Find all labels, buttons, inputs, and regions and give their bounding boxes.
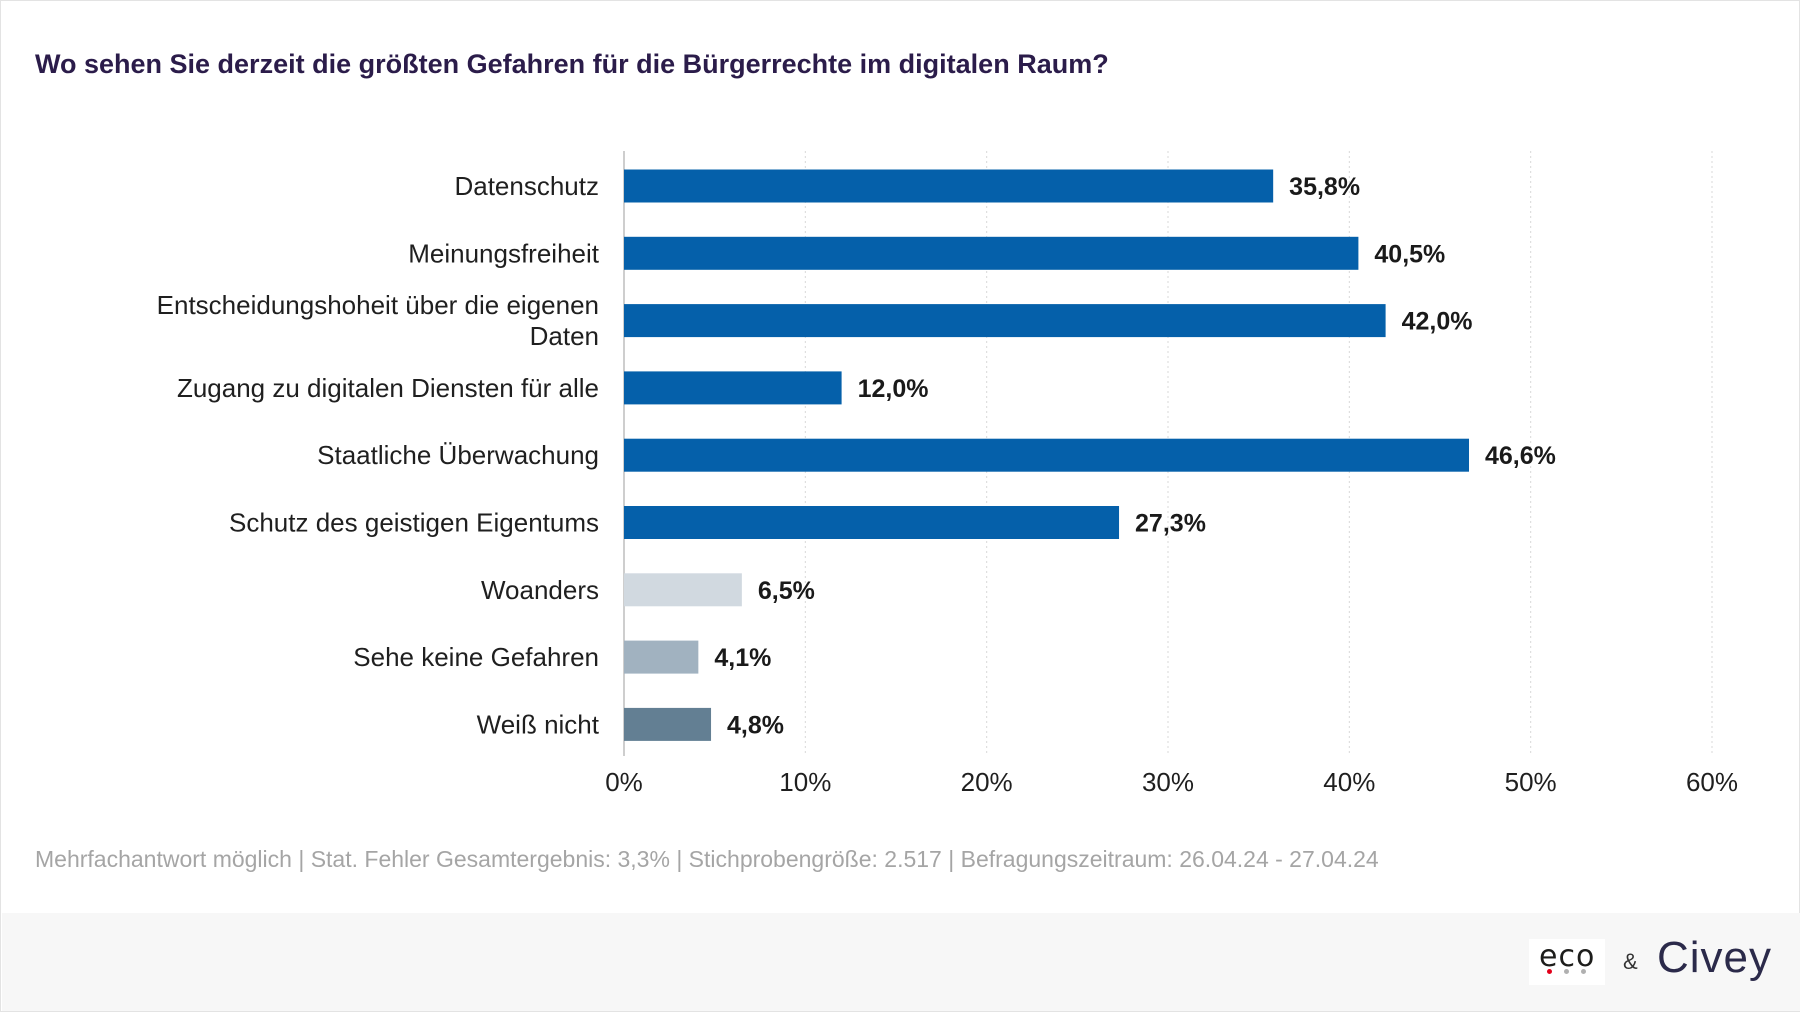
category-label: Woanders xyxy=(481,575,599,605)
bar xyxy=(624,707,712,741)
eco-logo-dot xyxy=(1581,969,1586,974)
bar xyxy=(624,304,1386,338)
value-label: 27,3% xyxy=(1135,510,1206,538)
bar xyxy=(624,573,742,607)
footer-bar xyxy=(2,913,1800,1011)
value-label: 40,5% xyxy=(1374,240,1445,268)
value-label: 6,5% xyxy=(758,577,815,605)
footnote: Mehrfachantwort möglich | Stat. Fehler G… xyxy=(35,846,1379,872)
bar xyxy=(624,371,842,405)
category-label: Staatliche Überwachung xyxy=(317,440,599,470)
category-label: Entscheidungshoheit über die eigenen xyxy=(157,290,599,320)
x-tick-label: 10% xyxy=(779,767,831,797)
x-tick-label: 30% xyxy=(1142,767,1194,797)
value-label: 46,6% xyxy=(1485,442,1556,470)
category-label: Weiß nicht xyxy=(477,709,600,739)
civey-logo[interactable]: Civey xyxy=(1657,933,1773,982)
bar-chart: 0% 10% 20% 30% 40% 50% 60% Datenschutz 35,8% Mein… xyxy=(157,151,1738,797)
bar xyxy=(624,438,1470,472)
chart-title: Wo sehen Sie derzeit die größten Gefahre… xyxy=(35,49,1109,79)
bar xyxy=(624,236,1359,270)
eco-logo[interactable]: eco xyxy=(1529,939,1605,985)
x-tick-label: 60% xyxy=(1686,767,1738,797)
category-label: Meinungsfreiheit xyxy=(408,238,600,268)
category-label: Zugang zu digitalen Diensten für alle xyxy=(177,373,599,403)
eco-logo-dot xyxy=(1564,969,1569,974)
value-label: 42,0% xyxy=(1402,308,1473,336)
category-label: Datenschutz xyxy=(454,171,599,201)
value-label: 12,0% xyxy=(858,375,929,403)
eco-logo-dot xyxy=(1547,969,1552,974)
x-tick-label: 50% xyxy=(1505,767,1557,797)
bar xyxy=(624,506,1120,539)
bar xyxy=(624,640,699,674)
value-label: 4,8% xyxy=(727,711,784,739)
value-label: 35,8% xyxy=(1289,173,1360,201)
value-label: 4,1% xyxy=(714,644,771,672)
bar-layer xyxy=(624,169,1470,741)
logo-ampersand: & xyxy=(1623,949,1638,974)
eco-logo-text: eco xyxy=(1539,939,1596,974)
x-tick-label: 0% xyxy=(605,767,643,797)
label-layer: 0% 10% 20% 30% 40% 50% 60% Datenschutz 35,8% Mein… xyxy=(157,171,1738,797)
bar xyxy=(624,169,1274,203)
category-label: Sehe keine Gefahren xyxy=(353,642,599,672)
category-label: Daten xyxy=(530,321,599,351)
x-tick-label: 20% xyxy=(961,767,1013,797)
category-label: Schutz des geistigen Eigentums xyxy=(229,508,599,538)
x-tick-label: 40% xyxy=(1323,767,1375,797)
